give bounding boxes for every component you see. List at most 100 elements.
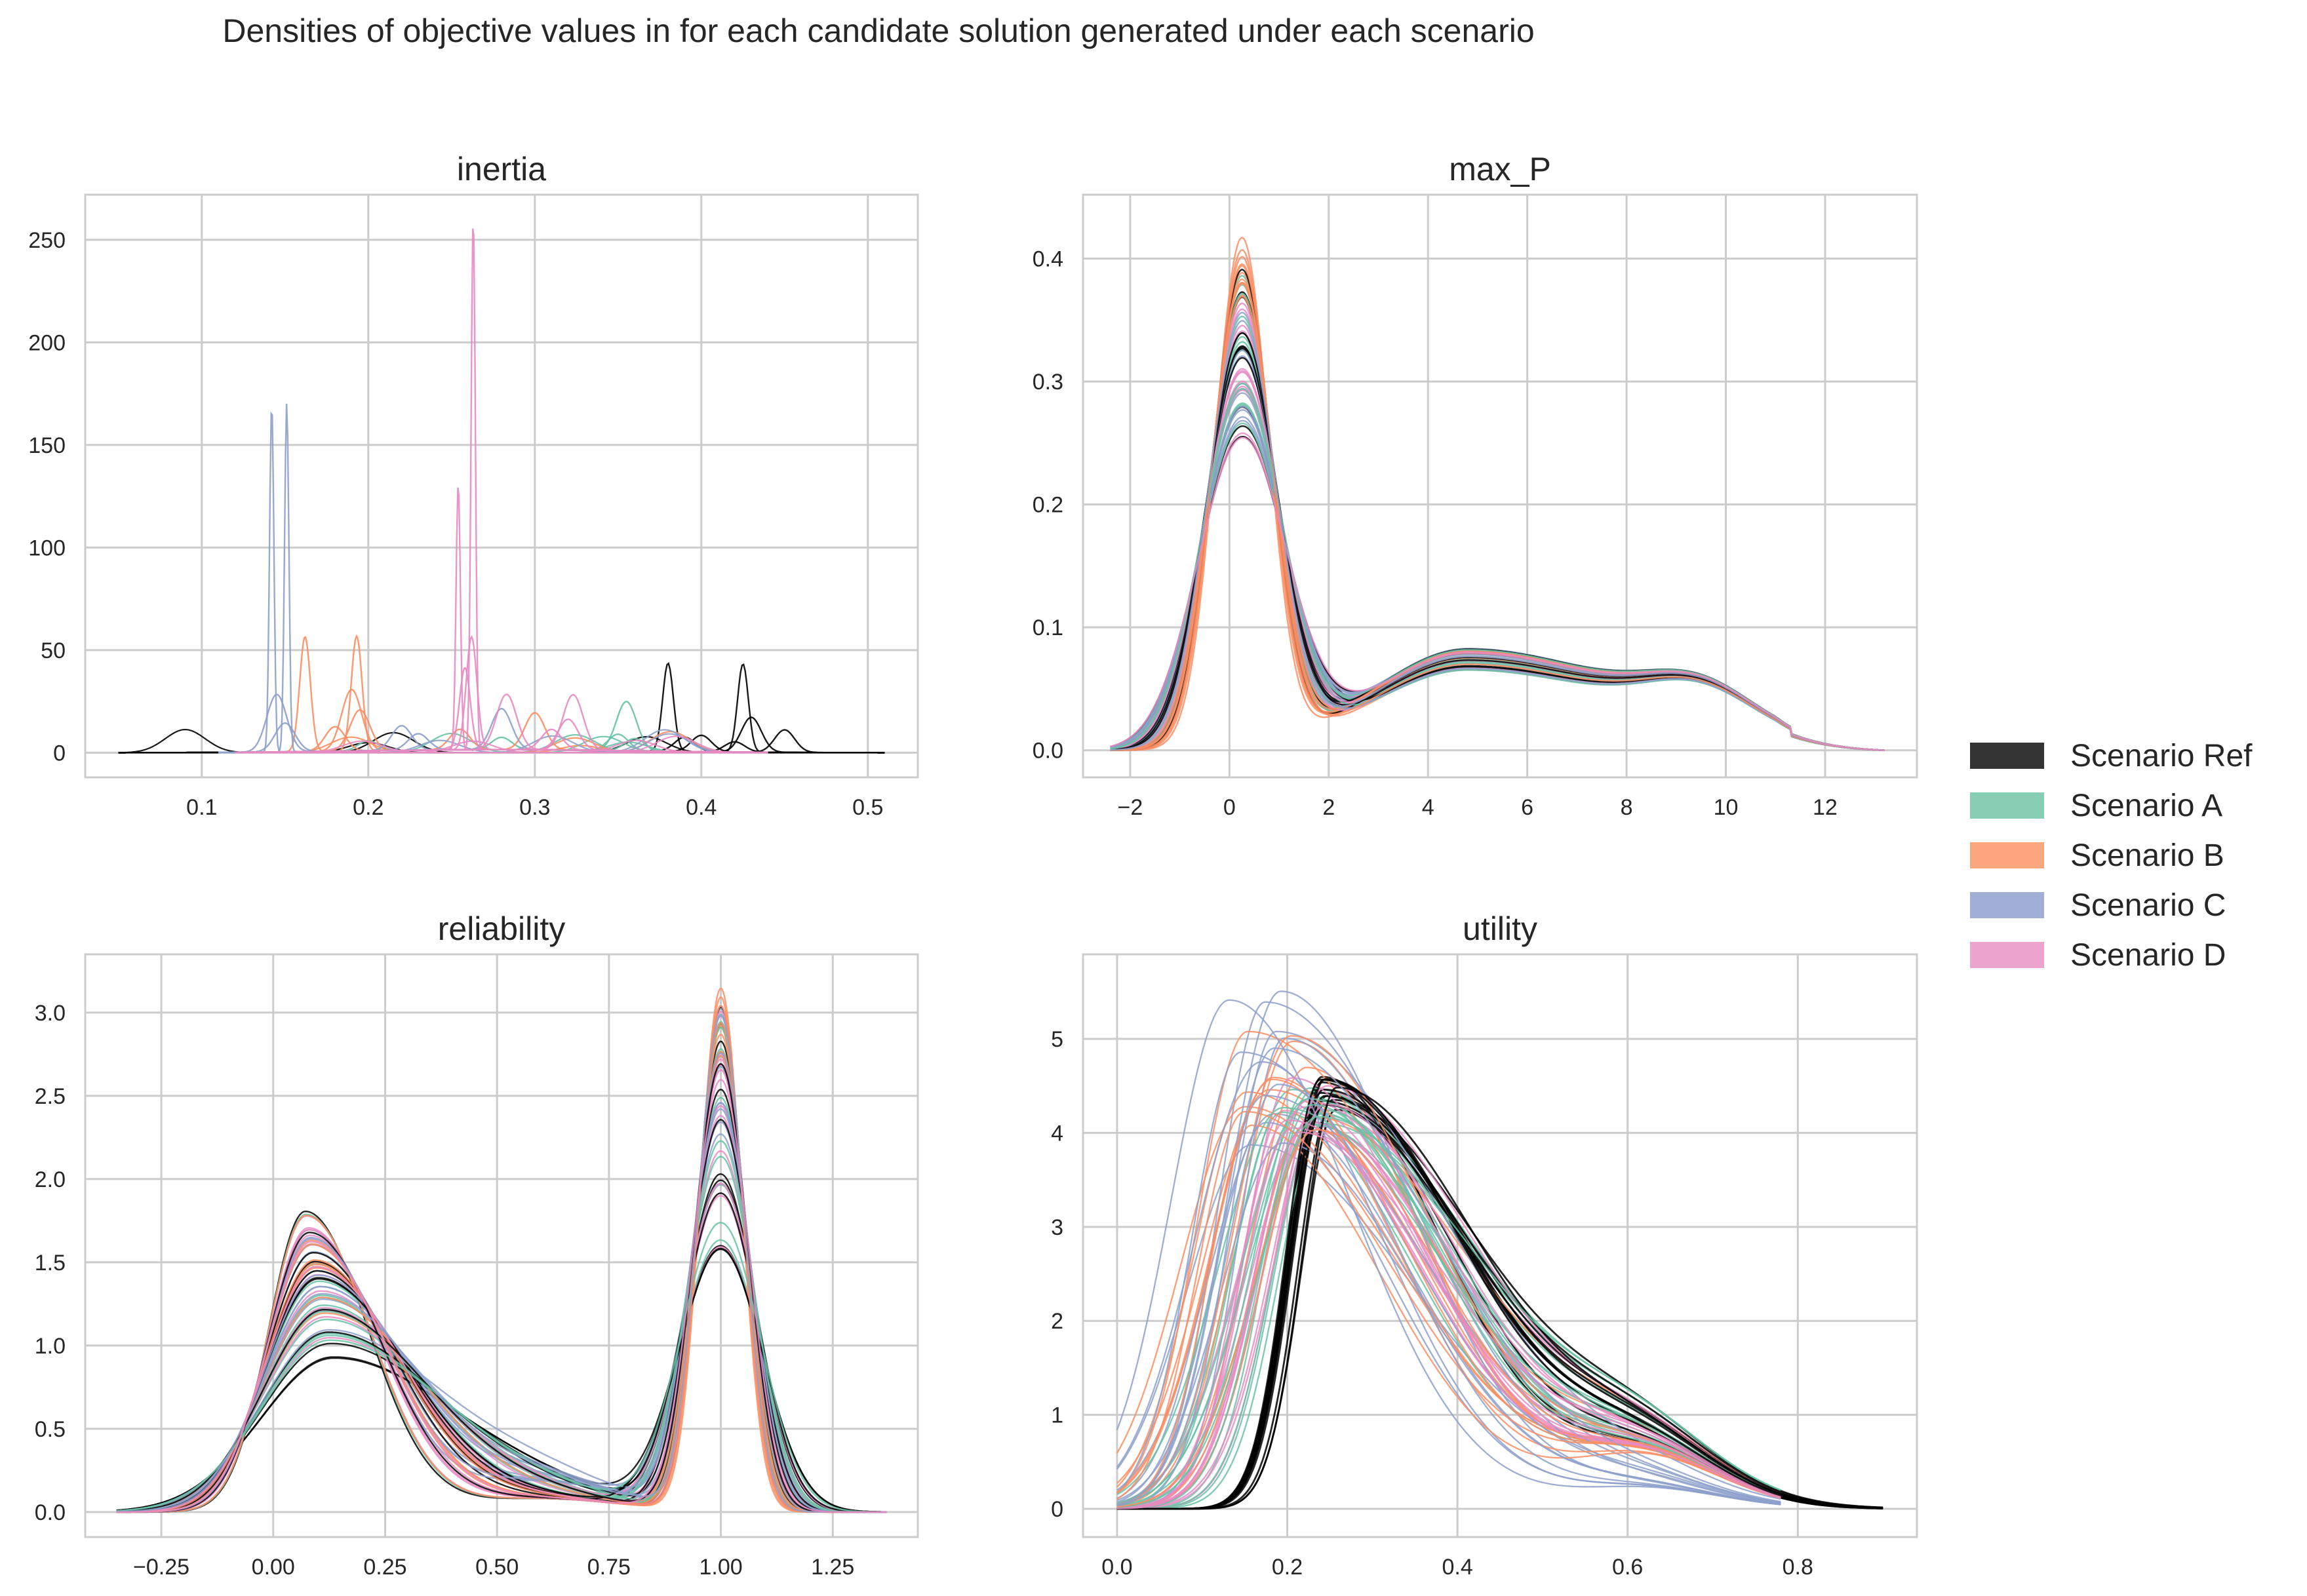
y-tick-label: 200 [28,330,66,355]
y-tick-label: 0.2 [1033,493,1063,518]
x-tick-label: 4 [1422,795,1434,820]
density-curve-B [1110,278,1885,751]
y-tick-label: 5 [1051,1027,1063,1052]
density-curve-C [1110,349,1885,751]
x-tick-label: 1.25 [811,1555,854,1580]
y-tick-label: 3 [1051,1215,1063,1240]
density-curve-A [116,1222,887,1513]
density-curve-D [1116,1103,1781,1509]
legend-item-a: Scenario A [1970,781,2252,830]
legend-label-c: Scenario C [2070,887,2226,923]
figure-title: Densities of objective values in for eac… [222,12,1535,49]
density-curve-B [1116,1129,1781,1508]
x-tick-label: 0.00 [252,1555,295,1580]
x-tick-label: −0.25 [133,1555,189,1580]
panel-max-p: −2 0 2 4 6 8 10 12 0.0 0.1 0.2 0.3 0.4 max_P [1033,151,1918,820]
y-tick-label: 1.0 [35,1334,66,1359]
density-curve-A [1116,1116,1781,1508]
density-curve-C [1116,1051,1781,1504]
curves [118,228,885,754]
y-tick-label: 0.0 [1033,739,1063,764]
x-tick-label: 0.8 [1783,1555,1813,1580]
plot-area [84,193,919,779]
density-curve-D [235,735,768,754]
x-tick-label: 0.1 [186,795,217,820]
y-tick-label: 0 [53,741,66,766]
y-tick-label: 2.0 [35,1167,66,1192]
legend-item-d: Scenario D [1970,930,2252,980]
x-tick-label: 0.2 [1272,1555,1303,1580]
x-tick-label: 0.25 [363,1555,406,1580]
legend-label-b: Scenario B [2070,838,2224,873]
density-curve-C [1116,1037,1781,1509]
density-curve-C [1116,1047,1781,1506]
density-curve-D [1116,1085,1781,1509]
x-tick-label: 0.4 [686,795,717,820]
curves [116,988,887,1513]
density-curve-D [1110,437,1885,751]
density-curve-C [1116,1142,1781,1506]
y-tick-label: 0.3 [1033,370,1063,395]
panel-title: inertia [457,151,546,187]
density-curve-C [1116,1083,1781,1507]
density-curve-C [1116,1061,1781,1506]
x-tick-label: 0.4 [1442,1555,1472,1580]
x-tick-label: 0.2 [353,795,384,820]
curves [1110,237,1885,751]
panel-title: reliability [438,910,566,947]
y-tick-label: 150 [28,433,66,458]
legend-item-c: Scenario C [1970,880,2252,930]
panel-utility: 0.0 0.2 0.4 0.6 0.8 0 1 2 3 4 5 utility [1051,910,1918,1580]
density-curve-Ref [1116,1100,1883,1510]
legend-label-ref: Scenario Ref [2070,738,2253,773]
grid [85,954,918,1537]
x-tick-label: 12 [1813,795,1838,820]
x-tick-label: 10 [1714,795,1739,820]
y-tick-label: 3.0 [35,1001,66,1026]
plot-area [1082,193,1918,779]
x-tick-label: 8 [1621,795,1633,820]
curves [1116,990,1883,1510]
x-tick-label: 1.00 [699,1555,742,1580]
x-tick-label: 6 [1521,795,1533,820]
x-tick-label: 0.5 [852,795,883,820]
panel-reliability: −0.25 0.00 0.25 0.50 0.75 1.00 1.25 0.0 0.5 1.0 1.… [35,910,919,1580]
x-tick-label: 0.6 [1612,1555,1643,1580]
density-curve-C [1116,999,1781,1506]
density-curve-D [1116,1131,1781,1509]
legend: Scenario Ref Scenario A Scenario B Scena… [1970,731,2252,980]
y-tick-label: 1 [1051,1403,1063,1428]
panel-title: utility [1463,910,1537,947]
x-tick-label: 2 [1322,795,1335,820]
legend-label-d: Scenario D [2070,937,2226,973]
y-tick-label: 0 [1051,1497,1063,1522]
x-tick-label: −2 [1118,795,1143,820]
y-tick-label: 250 [28,228,66,253]
y-tick-label: 1.5 [35,1251,66,1275]
density-curve-C [1116,1144,1781,1504]
legend-item-b: Scenario B [1970,830,2252,880]
density-curve-D [1116,1119,1781,1509]
y-tick-label: 0.5 [35,1417,66,1442]
legend-swatch-d [1970,942,2044,968]
y-tick-label: 0.1 [1033,615,1063,640]
legend-swatch-ref [1970,743,2044,769]
y-tick-label: 2.5 [35,1084,66,1109]
x-tick-label: 0.0 [1101,1555,1132,1580]
legend-label-a: Scenario A [2070,788,2223,823]
x-tick-label: 0 [1223,795,1236,820]
grid [1083,195,1917,777]
legend-item-ref: Scenario Ref [1970,731,2252,781]
y-tick-label: 2 [1051,1309,1063,1334]
y-tick-label: 50 [41,638,66,663]
y-tick-label: 4 [1051,1121,1063,1146]
x-tick-label: 0.75 [587,1555,631,1580]
y-tick-label: 0.4 [1033,247,1063,272]
y-tick-label: 100 [28,535,66,560]
density-curve-D [116,1079,887,1513]
legend-swatch-b [1970,842,2044,868]
density-curve-A [1116,1104,1781,1509]
density-curve-D [1116,1127,1781,1509]
x-tick-label: 0.3 [519,795,550,820]
